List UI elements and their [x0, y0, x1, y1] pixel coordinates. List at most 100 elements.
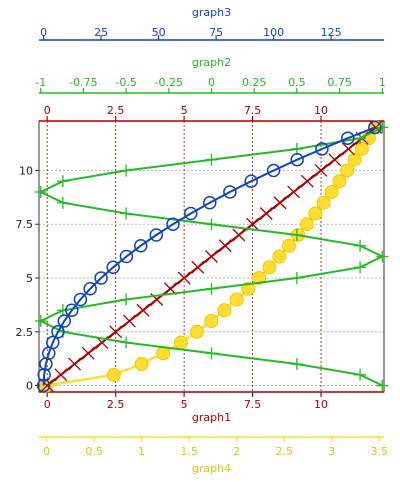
graph2-point — [376, 121, 389, 134]
graph3-point — [223, 185, 237, 199]
graph4-point — [173, 335, 188, 350]
graph1-point — [54, 368, 68, 382]
graph4-axis-tick-label: 2.5 — [275, 445, 293, 458]
graph2-point — [376, 250, 389, 263]
graph4-point — [262, 260, 277, 275]
graph2-point — [120, 336, 133, 349]
graph4-axis-tick-label: 1 — [138, 445, 145, 458]
graph1-axis-tick-label: 0 — [44, 398, 51, 411]
graph1-point — [300, 174, 314, 188]
graph2-axis-tick-label: -0.75 — [69, 76, 97, 89]
graph2-point — [290, 272, 303, 285]
graph4-point — [281, 238, 296, 253]
graph1-top-axis-tick-label: 0 — [44, 104, 51, 117]
graph1-point — [177, 271, 191, 285]
graph2-axis-tick-label: 0.75 — [327, 76, 352, 89]
graph2-point — [205, 347, 218, 360]
graph1-point — [68, 357, 82, 371]
graph1-point — [205, 250, 218, 263]
graph1-point — [122, 314, 136, 328]
graph2-point — [34, 315, 47, 328]
graph4-point — [229, 292, 244, 307]
graph2-axis-tick-label: 0.25 — [242, 76, 267, 89]
graph2-point — [120, 207, 133, 220]
graph1-axis-tick-label: 7.5 — [244, 398, 262, 411]
graph4-point — [189, 324, 204, 339]
graph4-axis-tick-label: 0 — [43, 445, 50, 458]
graph3-point — [244, 174, 258, 188]
graph2-point — [205, 153, 218, 166]
graph3-point — [106, 260, 120, 275]
graph2-point — [34, 185, 47, 198]
graph2-point — [205, 218, 218, 231]
graph1-point — [314, 164, 328, 177]
graph3-axis-title: graph3 — [192, 6, 231, 19]
graph2-point — [56, 196, 69, 209]
graph3-axis-tick-label: 25 — [94, 26, 108, 39]
graph1-point — [109, 325, 123, 339]
graph4-point — [204, 314, 219, 329]
graph4-axis-tick-label: 3.5 — [370, 445, 388, 458]
graph1-top-axis-tick-label: 5 — [181, 104, 188, 117]
graph3-point — [94, 271, 108, 285]
graph4-point — [106, 367, 121, 382]
graph3-axis-tick-label: 125 — [321, 26, 342, 39]
graph3-point — [65, 303, 79, 318]
graph1-axis-title: graph1 — [192, 411, 231, 424]
series — [34, 120, 389, 393]
graph3-point — [184, 206, 198, 221]
graph2-axis-tick-label: 0.5 — [288, 76, 306, 89]
graph2-axis-tick-label: 0 — [208, 76, 215, 89]
graph1-axis-tick-label: 10 — [314, 398, 328, 411]
graph1-axis-tick-label: 5 — [181, 398, 188, 411]
graph2-point — [354, 368, 367, 381]
graph2-point — [56, 175, 69, 188]
graph4-point — [324, 184, 339, 199]
graph3-point — [341, 131, 355, 145]
graph3-point — [83, 282, 97, 296]
graph4-point — [347, 152, 362, 167]
graph3-axis-tick-label: 100 — [263, 26, 284, 39]
graph3-axis-tick-label: 75 — [209, 26, 223, 39]
graph1-point — [328, 153, 342, 167]
graph4-axis-title: graph4 — [192, 462, 231, 475]
graph3-axis-tick-label: 50 — [152, 26, 166, 39]
graph2-point — [290, 142, 303, 155]
left-axis-tick-label: 0 — [26, 380, 33, 393]
graph2-axis-tick-label: 1 — [379, 76, 386, 89]
graph1-point — [81, 346, 95, 360]
left-axis-tick-label: 5 — [26, 272, 33, 285]
graph2-point — [205, 282, 218, 295]
graph2-axis-tick-label: -1 — [35, 76, 46, 89]
graph3-point — [368, 120, 382, 135]
graph3-point — [166, 217, 180, 231]
graph3-point — [46, 335, 60, 350]
graph3-point — [37, 368, 51, 382]
graph1-axis-tick-label: 2.5 — [107, 398, 125, 411]
graph3-point — [134, 238, 148, 253]
graph2-point — [120, 293, 133, 306]
graph3-point — [51, 325, 65, 339]
graph4-point — [252, 271, 267, 286]
graph3-point — [203, 195, 217, 210]
graph4-axis-tick-label: 3 — [328, 445, 335, 458]
graph2-point — [290, 358, 303, 371]
left-axis-tick-label: 7.5 — [16, 218, 34, 231]
graph4-axis-tick-label: 0.5 — [85, 445, 103, 458]
graph2-axis-tick-label: -0.25 — [155, 76, 183, 89]
graph1-point — [136, 303, 150, 317]
graph1-point — [259, 207, 273, 220]
graph2-point — [376, 379, 389, 392]
graph3-point — [266, 163, 281, 178]
graph4-axis-tick-label: 2 — [233, 445, 240, 458]
graph3-point — [149, 228, 164, 242]
graph2-point — [290, 228, 303, 241]
graph1-point — [341, 142, 355, 156]
graph3-point — [36, 378, 51, 393]
graph4-point — [134, 357, 149, 372]
graph4-axis-tick-label: 1.5 — [180, 445, 198, 458]
graph2-point — [354, 239, 367, 252]
graph4-point — [354, 141, 369, 156]
